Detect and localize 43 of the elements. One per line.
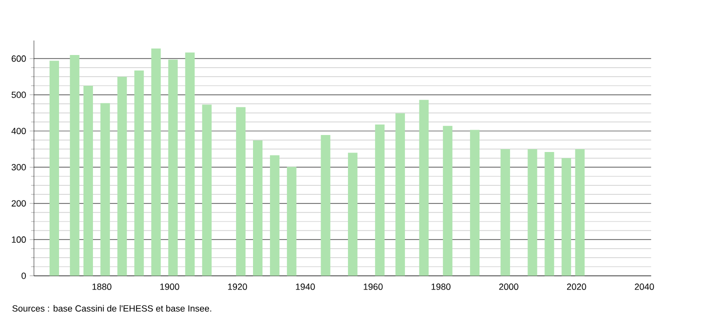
bar	[270, 155, 280, 276]
bar	[470, 130, 480, 276]
y-tick-label: 600	[12, 56, 26, 62]
y-tick-label: 300	[12, 164, 26, 171]
y-tick-label: 200	[12, 200, 26, 207]
bar	[419, 100, 429, 276]
bar	[185, 52, 195, 276]
bar	[395, 113, 405, 276]
bar	[500, 149, 510, 276]
bar	[544, 152, 554, 276]
bar	[202, 104, 212, 276]
bar	[320, 135, 330, 276]
bar	[151, 48, 161, 276]
y-tick-label: 500	[12, 92, 26, 98]
x-tick-label: 1920	[228, 284, 248, 290]
bar	[236, 107, 246, 276]
bar	[562, 158, 572, 276]
bar	[348, 152, 358, 276]
bar	[134, 70, 144, 276]
x-tick-label: 1900	[160, 284, 180, 290]
bar	[70, 55, 80, 276]
y-tick-label: 100	[12, 236, 26, 243]
bar	[117, 76, 127, 276]
x-tick-label: 2000	[499, 284, 518, 290]
bar	[286, 167, 296, 276]
bar	[50, 60, 60, 276]
x-tick-label: 1960	[364, 284, 383, 290]
x-tick-label: 1880	[92, 284, 112, 290]
bar	[168, 60, 178, 276]
y-tick-label: 400	[11, 128, 26, 134]
bar	[575, 149, 585, 276]
bar	[100, 103, 110, 276]
bar	[253, 140, 263, 276]
bar	[528, 149, 538, 276]
y-tick-label: 0	[22, 272, 26, 280]
bar	[83, 86, 93, 276]
x-tick-label: 2020	[567, 284, 586, 290]
x-tick-label: 1980	[432, 284, 450, 290]
source-note: Sources : base Cassini de l'EHESS et base Insee.	[12, 305, 212, 312]
bar	[442, 126, 452, 276]
x-tick-label: 2040	[634, 284, 654, 290]
x-tick-label: 1940	[296, 284, 315, 290]
bar	[375, 124, 385, 276]
